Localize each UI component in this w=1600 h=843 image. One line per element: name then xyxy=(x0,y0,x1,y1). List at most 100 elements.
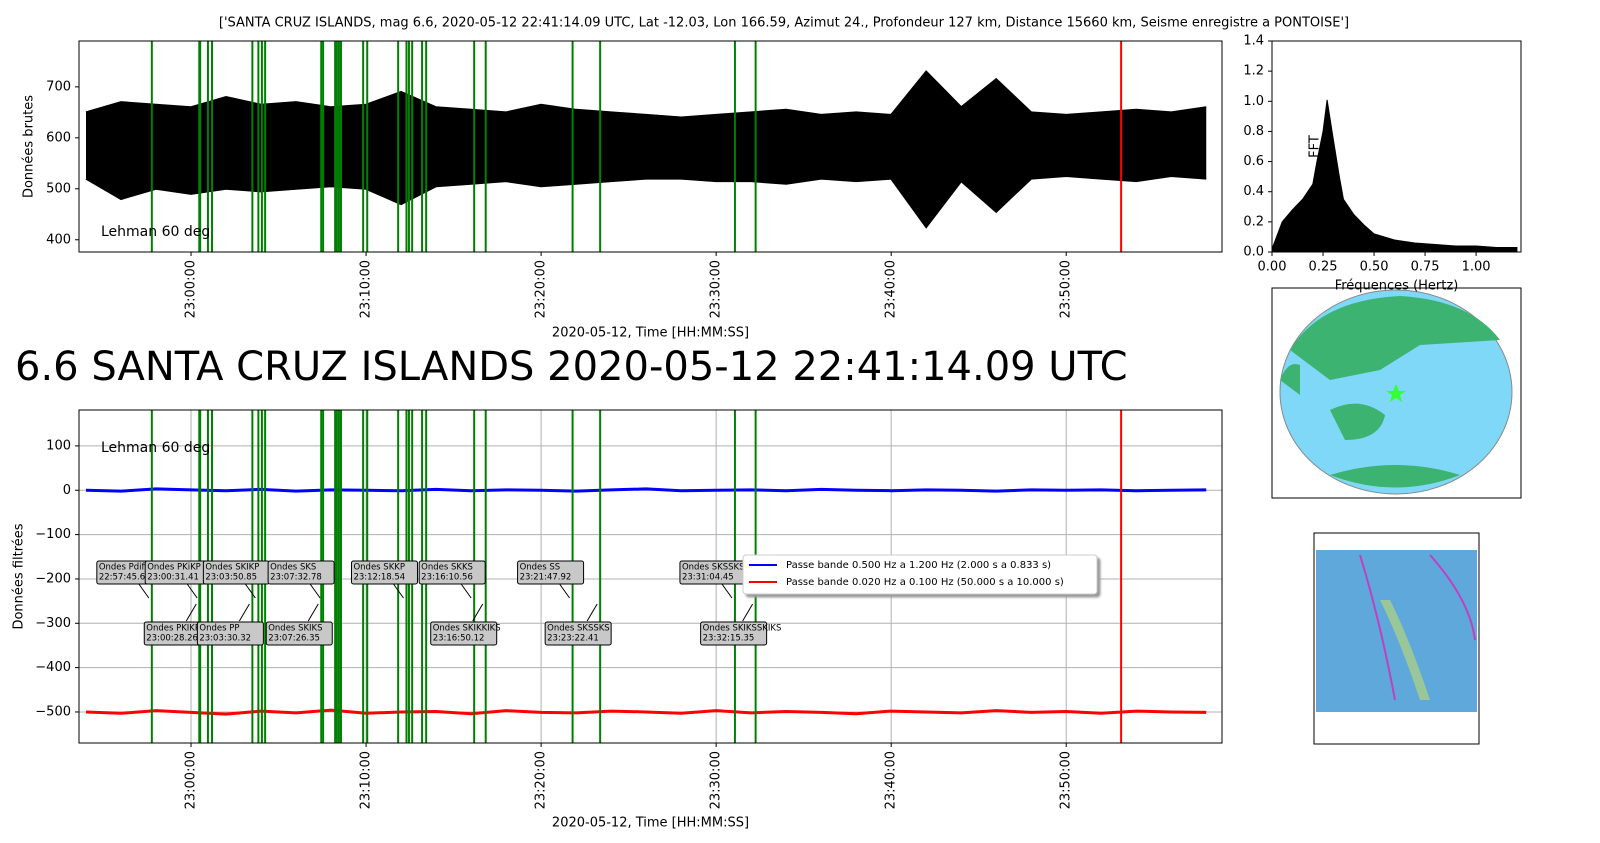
annotation-time: 23:21:47.92 xyxy=(520,573,572,583)
legend: Passe bande 0.500 Hz a 1.200 Hz (2.000 s… xyxy=(742,554,1098,595)
x-tick-label: 23:30:00 xyxy=(709,260,724,318)
figure-title: ['SANTA CRUZ ISLANDS, mag 6.6, 2020-05-1… xyxy=(219,16,1349,31)
axes-frame xyxy=(1271,40,1522,253)
annotation-phase: Ondes SKSSKS xyxy=(547,624,610,634)
annotation-arrow xyxy=(721,583,733,599)
annotation-arrow xyxy=(186,583,198,599)
annotation-box xyxy=(196,621,264,646)
axes-frame xyxy=(78,409,1223,744)
annotation-arrow xyxy=(460,583,472,599)
y-tick-label: −300 xyxy=(35,616,71,631)
y-tick-label: 400 xyxy=(46,232,71,247)
x-tick-label: 0.50 xyxy=(1360,260,1389,275)
area xyxy=(1272,99,1518,252)
annotation-time: 23:07:32.78 xyxy=(270,573,322,583)
x-tick-label: 23:00:00 xyxy=(184,260,199,318)
globe-map xyxy=(1271,287,1522,499)
land xyxy=(1330,465,1460,488)
annotation-arrow xyxy=(472,603,484,622)
x-tick-label: 23:40:00 xyxy=(884,260,899,318)
x-axis-label: Fréquences (Hertz) xyxy=(1335,279,1459,294)
x-tick-label: 23:00:00 xyxy=(184,751,199,809)
annotation-phase: Ondes SKKP xyxy=(353,563,405,573)
y-tick-label: 1.4 xyxy=(1243,34,1264,49)
annotation-box xyxy=(350,560,418,585)
x-tick-label: 0.25 xyxy=(1309,260,1338,275)
axes-frame xyxy=(78,40,1223,253)
x-tick-label: 23:10:00 xyxy=(359,751,374,809)
regional-map xyxy=(1313,532,1480,745)
annotation-time: 23:16:50.12 xyxy=(433,634,485,644)
land xyxy=(1280,364,1300,395)
envelope-fill xyxy=(86,71,1207,228)
annotation-time: 22:57:45.65 xyxy=(99,573,151,583)
y-tick-label: 0.2 xyxy=(1243,214,1264,229)
annotation: Lehman 60 deg xyxy=(101,224,210,240)
annotation-box xyxy=(430,621,498,646)
y-tick-label: −400 xyxy=(35,660,71,675)
annotation: Lehman 60 deg xyxy=(101,440,210,456)
epicenter-star xyxy=(1386,384,1406,402)
annotation-arrow xyxy=(185,603,197,622)
x-tick-label: 23:40:00 xyxy=(884,751,899,809)
legend-label: Passe bande 0.020 Hz a 0.100 Hz (50.000 … xyxy=(786,577,1064,588)
annotation-phase: Ondes SKIKSSKIKS xyxy=(703,624,782,634)
annotation-box xyxy=(418,560,486,585)
land xyxy=(1380,600,1430,700)
legend-label: Passe bande 0.500 Hz a 1.200 Hz (2.000 s… xyxy=(786,560,1051,571)
annotation-box xyxy=(267,560,335,585)
annotation-phase: Ondes PP xyxy=(199,624,239,634)
y-tick-label: −200 xyxy=(35,571,71,586)
annotation-time: 23:12:18.54 xyxy=(353,573,405,583)
trench xyxy=(1429,554,1476,641)
annotation-time: 23:32:15.35 xyxy=(703,634,755,644)
y-axis-label: Données brutes xyxy=(22,95,37,198)
annotation-arrow xyxy=(138,583,150,599)
annotation-phase: Ondes SKS xyxy=(270,563,316,573)
annotation-phase: Ondes Pdiff xyxy=(99,563,149,573)
annotation-time: 23:03:50.85 xyxy=(205,573,257,583)
trench xyxy=(1359,554,1396,701)
line xyxy=(85,487,1207,493)
annotation-arrow xyxy=(393,583,404,599)
annotation-arrow xyxy=(309,583,321,599)
annotation-arrow xyxy=(586,603,598,622)
annotation-arrow xyxy=(244,583,256,599)
y-tick-label: 0.4 xyxy=(1243,184,1264,199)
annotation-phase: Ondes SKIKP xyxy=(205,563,259,573)
line xyxy=(85,70,1207,119)
line xyxy=(85,175,1207,229)
annotation-phase: Ondes PKIKP xyxy=(146,624,200,634)
annotation-phase: Ondes SKIKKIKS xyxy=(433,624,501,634)
annotation-box xyxy=(544,621,612,646)
annotation-time: 23:31:04.45 xyxy=(682,573,734,583)
x-tick-label: 23:50:00 xyxy=(1059,260,1074,318)
legend-box xyxy=(742,554,1098,595)
y-tick-label: 0.0 xyxy=(1243,245,1264,260)
annotation-arrow xyxy=(742,603,754,622)
x-axis-label: 2020-05-12, Time [HH:MM:SS] xyxy=(552,816,749,831)
annotation-box xyxy=(700,621,768,646)
annotation-phase: Ondes PKiKP xyxy=(147,563,201,573)
annotation-arrow xyxy=(238,603,250,622)
x-tick-label: 23:50:00 xyxy=(1059,751,1074,809)
x-tick-label: 23:30:00 xyxy=(709,751,724,809)
y-tick-label: 100 xyxy=(46,438,71,453)
x-tick-label: 23:10:00 xyxy=(359,260,374,318)
y-axis-label: FFT xyxy=(1308,135,1323,158)
land xyxy=(1290,296,1500,380)
annotation-time: 23:00:28.26 xyxy=(146,634,198,644)
annotation-arrow xyxy=(559,583,570,599)
annotation-time: 23:03:30.32 xyxy=(199,634,251,644)
y-tick-label: 0 xyxy=(63,483,71,498)
annotation-time: 23:00:31.41 xyxy=(147,573,199,583)
